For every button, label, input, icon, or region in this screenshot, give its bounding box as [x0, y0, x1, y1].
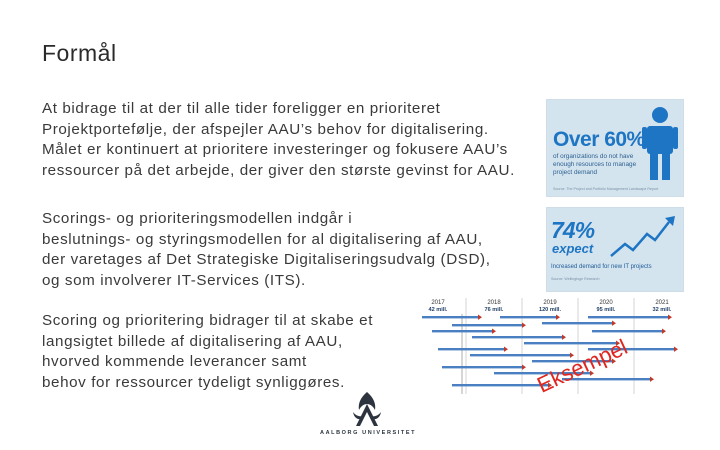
- text-line: der varetages af Det Strategiske Digital…: [42, 251, 491, 268]
- timeline-bar-arrow: [662, 328, 666, 334]
- text-line: beslutnings- og styringsmodellen for al …: [42, 230, 483, 248]
- slide-title: Formål: [42, 40, 117, 66]
- paragraph-model: Scorings- og prioriteringsmodellen indgå…: [42, 209, 491, 291]
- timeline-bar: [432, 330, 492, 333]
- stat-line: project demand: [553, 169, 598, 176]
- text-line: Målet er kontinuert at prioritere invest…: [42, 141, 508, 158]
- logo-text: AALBORG UNIVERSITET: [320, 430, 417, 436]
- timeline-year: 2017: [431, 300, 445, 306]
- timeline-bar: [472, 336, 562, 339]
- timeline-bar-arrow: [612, 320, 616, 326]
- timeline-year: 2019: [543, 300, 557, 306]
- timeline-bar-arrow: [562, 334, 566, 340]
- text-line: hvorved kommende leverancer samt: [42, 353, 307, 370]
- timeline-bar-arrow: [522, 364, 526, 370]
- stat-line: enough resources to manage: [553, 161, 637, 168]
- timeline-bar-arrow: [492, 328, 496, 334]
- timeline-bar-arrow: [674, 346, 678, 352]
- text-line: langsigtet billede af digitalisering af …: [42, 332, 343, 350]
- timeline-year: 2018: [487, 300, 501, 306]
- timeline-bar: [500, 316, 556, 319]
- timeline-year: 2021: [655, 300, 669, 306]
- timeline-bar: [452, 384, 548, 387]
- text-line: behov for ressourcer tydeligt synliggøre…: [42, 373, 345, 391]
- source-note: Source: Wellingtoge Research: [551, 277, 600, 281]
- timeline-bar: [422, 316, 478, 319]
- timeline-bar-arrow: [650, 376, 654, 382]
- text-line: og som involverer IT-Services (ITS).: [42, 271, 306, 289]
- stat-headline: Over 60%: [553, 128, 645, 151]
- stat-description: Increased demand for new IT projects: [551, 264, 652, 270]
- stat-word: expect: [552, 241, 594, 256]
- timeline-amount: 76 mill.: [485, 307, 504, 313]
- aau-logo-mark: [353, 392, 381, 426]
- paragraph-purpose: At bidrage til at der til alle tider for…: [42, 99, 515, 181]
- timeline-bar-arrow: [616, 340, 620, 346]
- timeline-year: 2020: [599, 300, 613, 306]
- infographic-demand: 74% expect Increased demand for new IT p…: [546, 207, 684, 292]
- timeline-bar: [442, 366, 522, 369]
- timeline-bar: [452, 324, 522, 327]
- infographic-resources: Over 60% of organizations do not have en…: [546, 99, 684, 197]
- timeline-bar-arrow: [478, 314, 482, 320]
- stat-description: of organizations do not have enough reso…: [553, 153, 636, 177]
- text-line: Scoring og prioritering bidrager til at …: [42, 312, 374, 329]
- timeline-bar: [438, 348, 504, 351]
- timeline-bar: [470, 354, 570, 357]
- timeline-bar-arrow: [590, 370, 594, 376]
- timeline-amount: 42 mill.: [429, 307, 448, 313]
- timeline-bar-arrow: [548, 382, 552, 388]
- timeline-bar: [562, 378, 650, 381]
- timeline-bar: [588, 348, 674, 351]
- source-note: Source: The Project and Portfolio Manage…: [553, 187, 659, 191]
- timeline-bar-arrow: [668, 314, 672, 320]
- timeline-amount: 95 mill.: [597, 307, 616, 313]
- timeline-bar: [494, 372, 590, 375]
- person-icon: [642, 107, 678, 180]
- timeline-bar-arrow: [570, 352, 574, 358]
- timeline-bar-arrow: [612, 358, 616, 364]
- timeline-bar: [524, 342, 616, 345]
- stat-line: of organizations do not have: [553, 153, 634, 160]
- text-line: ressourcer på det arbejde, der giver den…: [42, 161, 515, 179]
- paragraph-scoring: Scoring og prioritering bidrager til at …: [42, 311, 373, 393]
- trend-arrow-icon: [610, 216, 675, 257]
- stat-number: 74%: [551, 217, 595, 243]
- text-line: Scorings- og prioriteringsmodellen indgå…: [42, 210, 353, 227]
- timeline-bar-arrow: [504, 346, 508, 352]
- timeline-amount: 32 mill.: [653, 307, 672, 313]
- aau-logo: AALBORG UNIVERSITET: [320, 390, 417, 440]
- timeline-bar: [542, 322, 612, 325]
- text-line: Projektportefølje, der afspejler AAU’s b…: [42, 120, 489, 138]
- timeline-bar: [588, 316, 668, 319]
- timeline-bar: [592, 330, 662, 333]
- timeline-bar-arrow: [522, 322, 526, 328]
- timeline-bar: [532, 360, 612, 363]
- text-line: At bidrage til at der til alle tider for…: [42, 100, 441, 117]
- timeline-bar-arrow: [556, 314, 560, 320]
- timeline-amount: 120 mill.: [539, 307, 562, 313]
